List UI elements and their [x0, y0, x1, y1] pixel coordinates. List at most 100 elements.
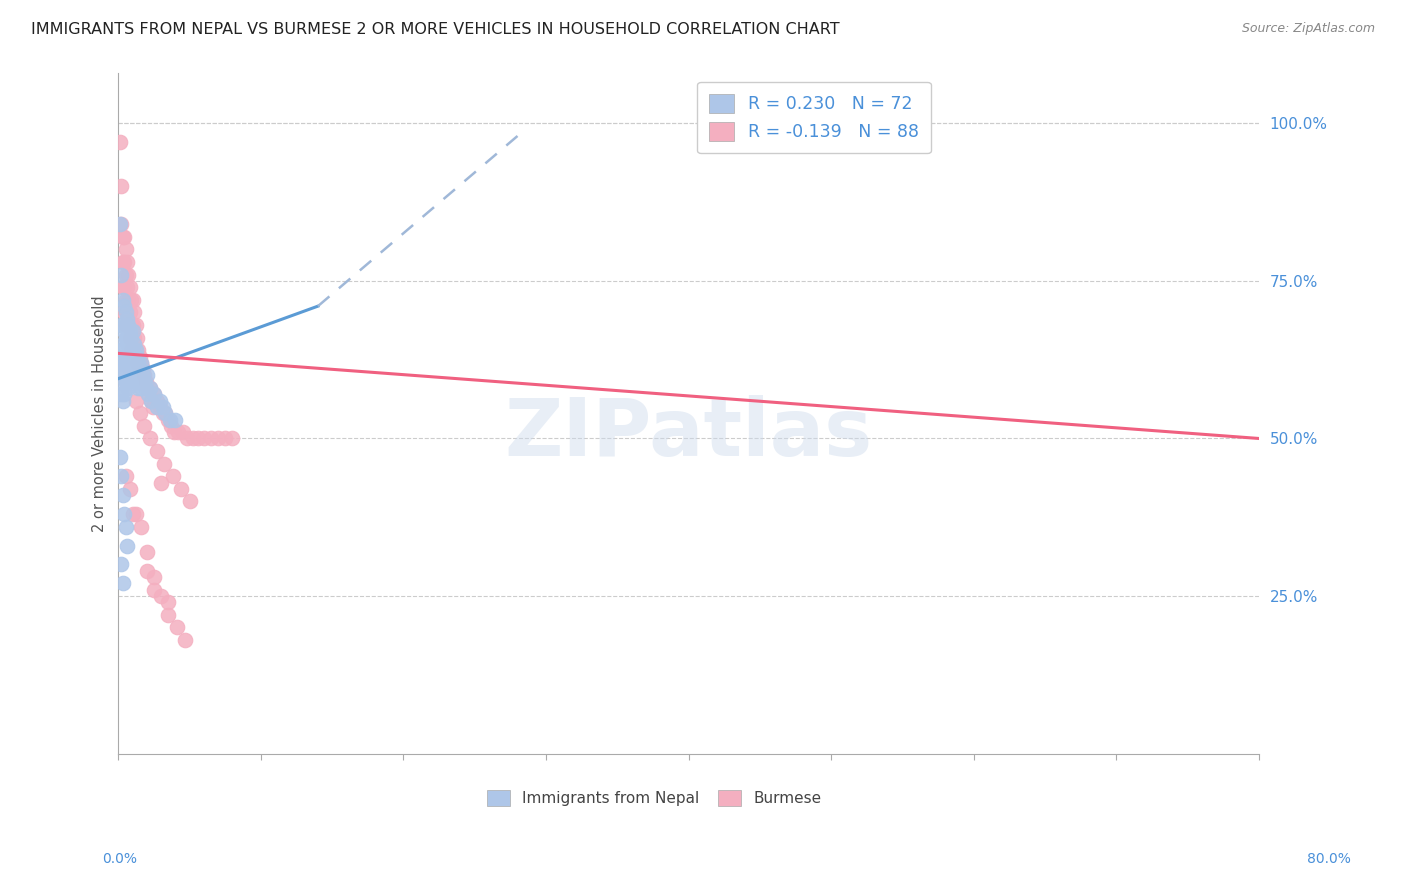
- Point: [115, 311, 138, 326]
- Point: [139, 432, 162, 446]
- Point: [110, 318, 132, 332]
- Point: [112, 350, 135, 364]
- Point: [111, 576, 134, 591]
- Point: [112, 255, 135, 269]
- Point: [118, 280, 141, 294]
- Point: [111, 229, 134, 244]
- Point: [128, 362, 150, 376]
- Point: [138, 387, 160, 401]
- Point: [118, 362, 141, 376]
- Point: [124, 318, 146, 332]
- Point: [124, 393, 146, 408]
- Point: [200, 432, 222, 446]
- Point: [139, 381, 162, 395]
- Point: [115, 305, 138, 319]
- Point: [155, 406, 177, 420]
- Point: [121, 507, 143, 521]
- Point: [115, 375, 138, 389]
- Point: [124, 507, 146, 521]
- Point: [138, 387, 160, 401]
- Point: [134, 375, 156, 389]
- Point: [114, 268, 136, 282]
- Point: [110, 558, 132, 572]
- Point: [115, 350, 138, 364]
- Point: [136, 564, 159, 578]
- Point: [128, 350, 150, 364]
- Point: [110, 387, 132, 401]
- Point: [112, 299, 135, 313]
- Point: [174, 633, 197, 648]
- Point: [110, 217, 132, 231]
- Point: [129, 381, 152, 395]
- Legend: Immigrants from Nepal, Burmese: Immigrants from Nepal, Burmese: [479, 782, 830, 814]
- Point: [136, 368, 159, 383]
- Point: [129, 519, 152, 533]
- Point: [112, 368, 135, 383]
- Point: [124, 343, 146, 358]
- Point: [157, 595, 180, 609]
- Point: [120, 368, 142, 383]
- Point: [165, 412, 187, 426]
- Point: [120, 293, 142, 307]
- Text: Source: ZipAtlas.com: Source: ZipAtlas.com: [1241, 22, 1375, 36]
- Point: [111, 356, 134, 370]
- Point: [118, 324, 141, 338]
- Point: [115, 539, 138, 553]
- Point: [127, 356, 149, 370]
- Point: [172, 425, 194, 439]
- Point: [141, 393, 163, 408]
- Point: [122, 331, 145, 345]
- Point: [122, 356, 145, 370]
- Point: [176, 432, 198, 446]
- Point: [120, 331, 142, 345]
- Point: [149, 400, 172, 414]
- Point: [110, 362, 132, 376]
- Point: [146, 444, 169, 458]
- Point: [110, 268, 132, 282]
- Point: [142, 400, 165, 414]
- Point: [132, 375, 155, 389]
- Text: 0.0%: 0.0%: [103, 852, 136, 866]
- Point: [221, 432, 243, 446]
- Point: [111, 393, 134, 408]
- Point: [134, 381, 156, 395]
- Point: [117, 381, 139, 395]
- Point: [143, 387, 166, 401]
- Point: [160, 418, 183, 433]
- Point: [121, 343, 143, 358]
- Point: [111, 293, 134, 307]
- Point: [117, 318, 139, 332]
- Point: [125, 356, 148, 370]
- Point: [124, 343, 146, 358]
- Point: [125, 350, 148, 364]
- Point: [121, 343, 143, 358]
- Point: [112, 507, 135, 521]
- Point: [114, 519, 136, 533]
- Point: [110, 343, 132, 358]
- Point: [111, 280, 134, 294]
- Point: [146, 393, 169, 408]
- Point: [115, 255, 138, 269]
- Point: [163, 425, 186, 439]
- Point: [131, 368, 153, 383]
- Point: [167, 425, 190, 439]
- Point: [120, 343, 142, 358]
- Point: [155, 406, 177, 420]
- Point: [207, 432, 229, 446]
- Point: [143, 570, 166, 584]
- Point: [122, 305, 145, 319]
- Point: [127, 343, 149, 358]
- Point: [153, 457, 176, 471]
- Point: [121, 368, 143, 383]
- Point: [214, 432, 236, 446]
- Point: [162, 469, 184, 483]
- Point: [124, 362, 146, 376]
- Point: [117, 356, 139, 370]
- Point: [114, 305, 136, 319]
- Point: [187, 432, 209, 446]
- Point: [112, 229, 135, 244]
- Point: [132, 368, 155, 383]
- Point: [120, 350, 142, 364]
- Point: [108, 217, 131, 231]
- Point: [143, 582, 166, 597]
